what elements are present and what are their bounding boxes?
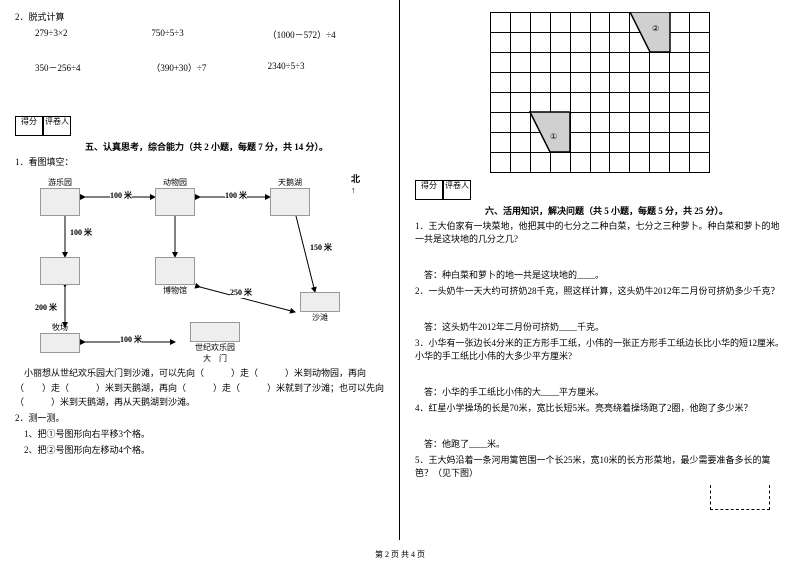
map-diagram: 北↑ 游乐园 动物园 天鹅湖 牧场 博物馆 沙滩 世纪欢乐园大 门 100 米 … [15,172,365,362]
edge-150: 150 米 [310,242,332,253]
score-label: 得分 [15,116,43,136]
r-a2: 答：这头奶牛2012年二月份可挤奶____千克。 [415,321,785,334]
score-box: 得分 评卷人 [15,116,384,136]
expr: 2340÷5÷3 [268,61,384,74]
page-footer: 第 2 页 共 4 页 [0,549,800,560]
r-a4: 答：他跑了____米。 [415,438,785,451]
grader-label-r: 评卷人 [443,180,471,200]
q2-label: 2．测一测。 [15,412,384,425]
edge-200: 200 米 [35,302,57,313]
node-shatan: 沙滩 [300,292,340,323]
grid-diagram: ① ② [490,12,710,172]
shape2-label: ② [652,24,659,33]
expr: 750÷5÷3 [151,28,267,41]
edge-250: 250 米 [230,287,252,298]
score-box-r: 得分 评卷人 [415,180,785,200]
section5-title: 五、认真思考，综合能力（共 2 小题，每题 7 分，共 14 分）。 [85,140,384,153]
r-q2: 2．一头奶牛一天大约可挤奶28千克，照这样计算，这头奶牛2012年二月份可挤奶多… [415,285,785,298]
edge-100d: 100 米 [120,334,142,345]
expr-row-2: 350－256÷4 （390+30）÷7 2340÷5÷3 [35,61,384,74]
edge-100c: 100 米 [70,227,92,238]
r-a3: 答：小华的手工纸比小伟的大____平方厘米。 [415,386,785,399]
expr: 350－256÷4 [35,61,151,74]
edge-100a: 100 米 [110,190,132,201]
q1-label: 1．看图填空： [15,156,384,169]
expr: 279÷3×2 [35,28,151,41]
q2b: 2、把②号图形向左移动4个格。 [15,444,384,457]
section6-title: 六、活用知识，解决问题（共 5 小题，每题 5 分，共 25 分）。 [485,204,785,217]
score-label-r: 得分 [415,180,443,200]
r-q3: 3．小华有一张边长4分米的正方形手工纸，小伟的一张正方形手工纸边长比小华的短12… [415,337,785,362]
r-a1: 答：种白菜和萝卜的地一共是这块地的____。 [415,269,785,282]
expr: （1000－572）÷4 [268,28,384,41]
expr: （390+30）÷7 [151,61,267,74]
expr-row-1: 279÷3×2 750÷5÷3 （1000－572）÷4 [35,28,384,41]
fence-diagram [710,485,770,510]
fill-paragraph: 小丽想从世纪欢乐园大门到沙滩，可以先向（ ）走（ ）米到动物园，再向（ ）走（ … [15,366,384,409]
node-tianehu: 天鹅湖 [270,177,310,216]
edge-100b: 100 米 [225,190,247,201]
node-bowuguan: 博物馆 [155,257,195,296]
shape1-label: ① [550,132,557,141]
r-q1: 1．王大伯家有一块菜地，他把其中的七分之二种白菜，七分之三种萝卜。种白菜和萝卜的… [415,220,785,245]
node-youleyuan: 游乐园 [40,177,80,216]
node-mid [40,257,80,285]
q2a: 1、把①号图形向右平移3个格。 [15,428,384,441]
node-muchang: 牧场 [40,322,80,353]
r-q4: 4．红星小学操场的长是70米，宽比长短5米。亮亮绕着操场跑了2圈，他跑了多少米？ [415,402,785,415]
right-column: ① ② 得分 评卷人 六、活用知识，解决问题（共 5 小题，每题 5 分，共 2… [400,0,800,540]
left-column: 2．脱式计算 279÷3×2 750÷5÷3 （1000－572）÷4 350－… [0,0,400,540]
r-q5: 5．王大妈沿着一条河用篱笆围一个长25米，宽10米的长方形菜地，最少需要准备多长… [415,454,785,479]
node-dongwuyuan: 动物园 [155,177,195,216]
calc-title: 2．脱式计算 [15,11,384,24]
grader-label: 评卷人 [43,116,71,136]
node-shijiyuan: 世纪欢乐园大 门 [180,322,250,364]
shapes-svg [490,12,710,172]
